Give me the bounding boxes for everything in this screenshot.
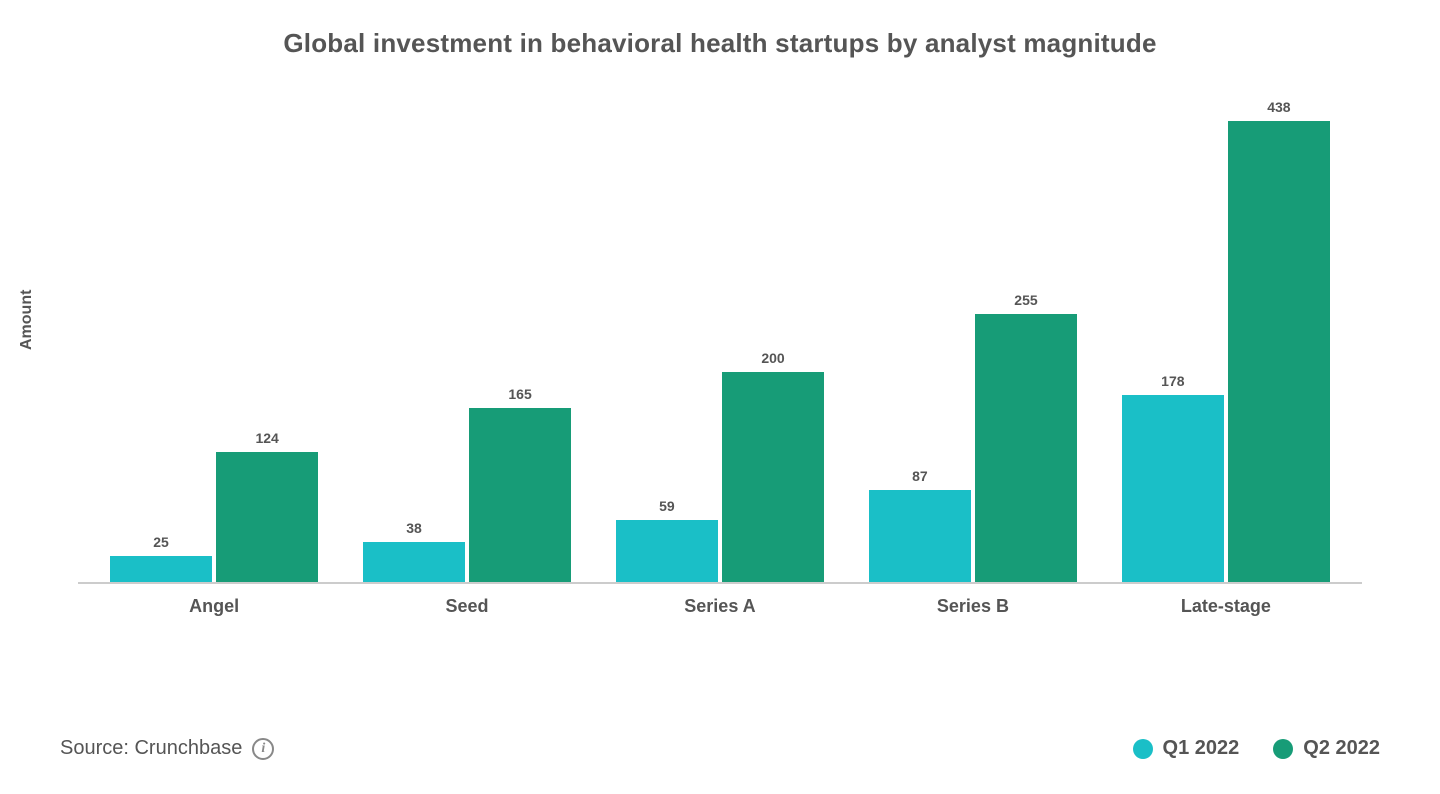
category-label: Seed xyxy=(363,596,571,617)
legend-swatch xyxy=(1273,739,1293,759)
bar: 200 xyxy=(722,372,824,582)
legend-label: Q2 2022 xyxy=(1303,737,1380,760)
bar-value-label: 165 xyxy=(469,386,571,402)
bar-group: 38165Seed xyxy=(363,98,571,582)
bar: 25 xyxy=(110,556,212,582)
bar: 438 xyxy=(1228,121,1330,582)
bar-value-label: 200 xyxy=(722,350,824,366)
info-icon[interactable]: i xyxy=(252,738,274,760)
legend-item: Q1 2022 xyxy=(1133,737,1240,760)
category-label: Series A xyxy=(616,596,824,617)
bar-value-label: 87 xyxy=(869,468,971,484)
bar-value-label: 178 xyxy=(1122,373,1224,389)
legend-swatch xyxy=(1133,739,1153,759)
chart-container: Global investment in behavioral health s… xyxy=(0,0,1440,794)
legend-label: Q1 2022 xyxy=(1163,737,1240,760)
legend: Q1 2022 Q2 2022 xyxy=(1133,737,1380,760)
bar-group: 87255Series B xyxy=(869,98,1077,582)
category-label: Angel xyxy=(110,596,318,617)
bar-value-label: 25 xyxy=(110,534,212,550)
source-caption: Source: Crunchbase i xyxy=(60,737,274,760)
source-text: Source: Crunchbase xyxy=(60,737,242,760)
bar-value-label: 438 xyxy=(1228,99,1330,115)
bar: 124 xyxy=(216,452,318,582)
plot-area: 25124Angel38165Seed59200Series A87255Ser… xyxy=(78,98,1362,584)
chart-title: Global investment in behavioral health s… xyxy=(50,28,1390,59)
category-label: Late-stage xyxy=(1122,596,1330,617)
category-label: Series B xyxy=(869,596,1077,617)
bar-group: 25124Angel xyxy=(110,98,318,582)
bar-value-label: 59 xyxy=(616,498,718,514)
bar: 59 xyxy=(616,520,718,582)
y-axis-label: Amount xyxy=(18,290,36,350)
bar: 255 xyxy=(975,314,1077,582)
bar-value-label: 255 xyxy=(975,292,1077,308)
chart-footer: Source: Crunchbase i Q1 2022 Q2 2022 xyxy=(60,724,1380,760)
bar-group: 178438Late-stage xyxy=(1122,98,1330,582)
bar: 165 xyxy=(469,408,571,582)
bar: 87 xyxy=(869,490,971,582)
bar-group: 59200Series A xyxy=(616,98,824,582)
legend-item: Q2 2022 xyxy=(1273,737,1380,760)
bar-value-label: 38 xyxy=(363,520,465,536)
bar: 38 xyxy=(363,542,465,582)
bar-value-label: 124 xyxy=(216,430,318,446)
bar: 178 xyxy=(1122,395,1224,582)
